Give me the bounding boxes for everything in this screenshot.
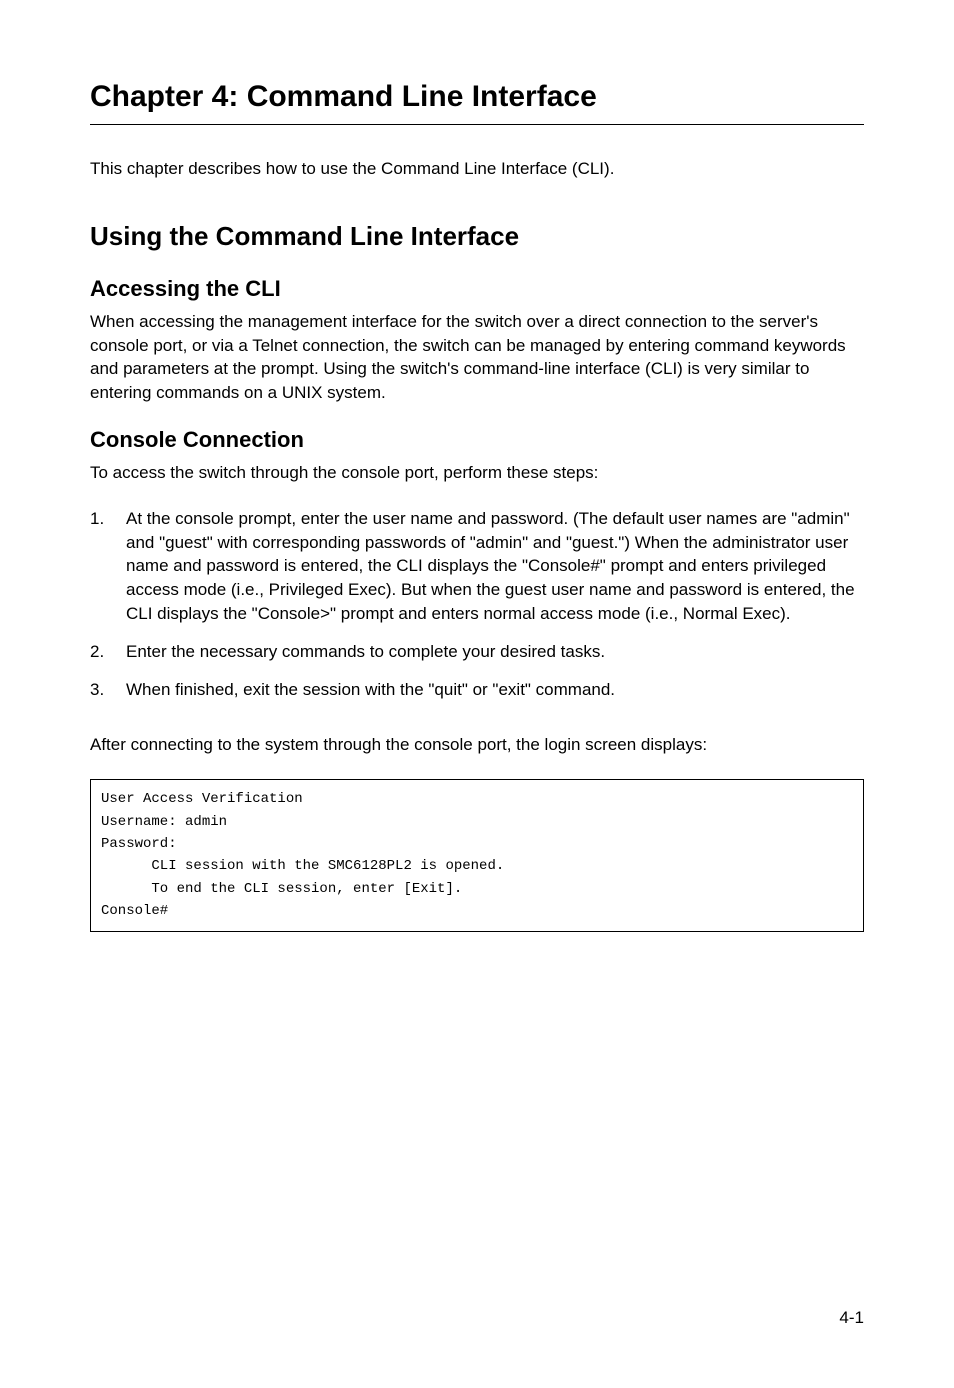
subsection-accessing-body: When accessing the management interface … xyxy=(90,310,864,405)
console-output: User Access Verification Username: admin… xyxy=(90,779,864,931)
step-number: 2. xyxy=(90,640,126,664)
step-item: 2. Enter the necessary commands to compl… xyxy=(90,640,864,664)
after-steps-text: After connecting to the system through t… xyxy=(90,733,864,757)
step-item: 1. At the console prompt, enter the user… xyxy=(90,507,864,626)
chapter-divider xyxy=(90,124,864,125)
chapter-intro: This chapter describes how to use the Co… xyxy=(90,157,864,181)
steps-list: 1. At the console prompt, enter the user… xyxy=(90,507,864,716)
step-number: 3. xyxy=(90,678,126,702)
subsection-console-intro: To access the switch through the console… xyxy=(90,461,864,485)
chapter-title: Chapter 4: Command Line Interface xyxy=(90,80,864,114)
step-number: 1. xyxy=(90,507,126,626)
page-number: 4-1 xyxy=(90,1248,864,1328)
step-item: 3. When finished, exit the session with … xyxy=(90,678,864,702)
subsection-accessing-title: Accessing the CLI xyxy=(90,276,864,302)
subsection-console-title: Console Connection xyxy=(90,427,864,453)
section-title: Using the Command Line Interface xyxy=(90,221,864,252)
step-text: Enter the necessary commands to complete… xyxy=(126,640,864,664)
step-text: At the console prompt, enter the user na… xyxy=(126,507,864,626)
step-text: When finished, exit the session with the… xyxy=(126,678,864,702)
